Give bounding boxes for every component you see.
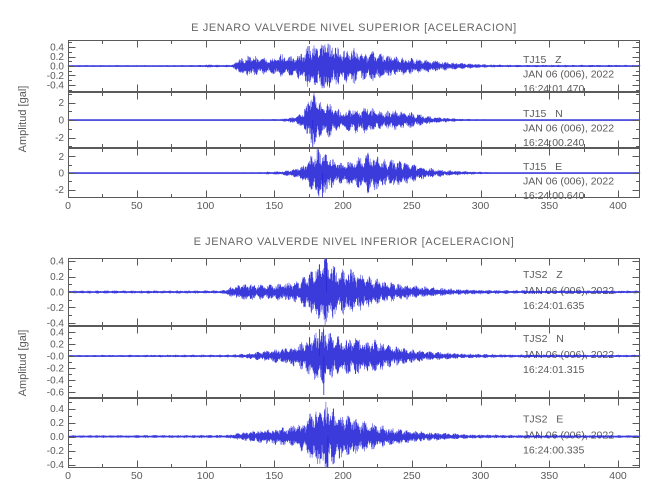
y-tick-label: -0.4 bbox=[47, 460, 65, 471]
y-tick-label: -0.2 bbox=[47, 446, 65, 457]
y-tick-label: 0 bbox=[58, 116, 64, 127]
trace-box: TJS2 Z JAN 06 (006), 2022 16:24:01.635 0.4 0… bbox=[47, 257, 641, 329]
date-label: JAN 06 (006), 2022 bbox=[523, 69, 614, 81]
trace-box: TJ15 E JAN 06 (006), 2022 16:24:00.640 2 0 -2 bbox=[55, 148, 641, 202]
x-tick-label: 0 bbox=[65, 470, 71, 482]
tick-marks bbox=[68, 398, 640, 468]
y-tick-label: 0.4 bbox=[50, 257, 64, 268]
waveform-path bbox=[67, 43, 641, 89]
x-tick-label: 100 bbox=[197, 200, 215, 212]
x-tick-label: 350 bbox=[541, 200, 559, 212]
x-tick-label: 300 bbox=[472, 200, 490, 212]
waveform-path bbox=[67, 327, 641, 384]
plot-frame bbox=[68, 398, 640, 468]
x-tick-label: 150 bbox=[266, 470, 284, 482]
station-label: TJ15 Z bbox=[523, 54, 562, 66]
x-tick-label: 350 bbox=[541, 470, 559, 482]
date-label: JAN 06 (006), 2022 bbox=[523, 285, 614, 297]
waveform-path bbox=[67, 148, 641, 197]
tick-marks bbox=[68, 258, 640, 326]
tick-marks bbox=[68, 92, 640, 148]
x-tick-label: 50 bbox=[131, 470, 143, 482]
y-tick-label: 0.4 bbox=[50, 328, 64, 339]
x-tick-label: 300 bbox=[472, 470, 490, 482]
station-label: TJS2 Z bbox=[523, 269, 563, 281]
y-tick-label: 2 bbox=[58, 152, 64, 163]
tick-marks bbox=[68, 40, 640, 92]
y-tick-label: 0.0 bbox=[50, 62, 64, 73]
y-tick-label: -0.2 bbox=[47, 71, 65, 82]
y-tick-label: 0.2 bbox=[50, 340, 64, 351]
station-label: TJ15 N bbox=[523, 108, 563, 120]
time-label: 16:24:01.470 bbox=[523, 83, 584, 95]
x-tick-label: 400 bbox=[609, 470, 627, 482]
time-label: 16:24:01.315 bbox=[523, 364, 584, 376]
waveform-path bbox=[67, 401, 641, 468]
panel-superior-title: E JENARO VALVERDE NIVEL SUPERIOR [ACELER… bbox=[191, 22, 517, 34]
date-label: JAN 06 (006), 2022 bbox=[523, 176, 614, 188]
date-label: JAN 06 (006), 2022 bbox=[523, 123, 614, 135]
y-tick-label: 0.0 bbox=[50, 432, 64, 443]
time-label: 16:24:00.640 bbox=[523, 190, 584, 202]
y-tick-label: 0.2 bbox=[50, 272, 64, 283]
y-tick-label: 0.2 bbox=[50, 52, 64, 63]
panel-inferior-title: E JENARO VALVERDE NIVEL INFERIOR [ACELER… bbox=[193, 236, 515, 248]
x-tick-label: 250 bbox=[403, 200, 421, 212]
station-label: TJS2 N bbox=[523, 333, 564, 345]
station-label: TJ15 E bbox=[523, 161, 562, 173]
panel-superior-y-axis-label: Amplitud [gal] bbox=[17, 85, 29, 153]
panel-inferior-y-axis-label: Amplitud [gal] bbox=[17, 329, 29, 397]
y-tick-label: 0.0 bbox=[50, 288, 64, 299]
x-tick-label: 200 bbox=[334, 200, 352, 212]
time-label: 16:24:01.635 bbox=[523, 300, 584, 312]
tick-marks bbox=[68, 148, 640, 198]
y-tick-label: 0.4 bbox=[50, 404, 64, 415]
y-tick-label: 2 bbox=[58, 98, 64, 109]
y-tick-label: -0.2 bbox=[47, 303, 65, 314]
y-tick-label: -0.4 bbox=[47, 80, 65, 91]
y-tick-label: -2 bbox=[55, 185, 64, 196]
y-tick-label: 0 bbox=[58, 169, 64, 180]
tick-marks bbox=[68, 326, 640, 398]
y-tick-label: 0.4 bbox=[50, 43, 64, 54]
x-tick-label: 400 bbox=[609, 200, 627, 212]
x-tick-label: 250 bbox=[403, 470, 421, 482]
y-tick-label: -0.4 bbox=[47, 376, 65, 387]
trace-box: TJ15 N JAN 06 (006), 2022 16:24:00.240 2 0 -2 bbox=[55, 92, 641, 149]
x-tick-label: 150 bbox=[266, 200, 284, 212]
x-tick-label: 200 bbox=[334, 470, 352, 482]
waveform-path bbox=[67, 92, 641, 145]
y-tick-label: -0.0 bbox=[47, 352, 65, 363]
y-tick-label: -0.6 bbox=[47, 388, 65, 399]
x-tick-label: 100 bbox=[197, 470, 215, 482]
station-label: TJS2 E bbox=[523, 414, 563, 426]
y-tick-label: -0.4 bbox=[47, 318, 65, 329]
x-tick-label: 50 bbox=[131, 200, 143, 212]
y-tick-label: -2 bbox=[55, 133, 64, 144]
time-label: 16:24:00.240 bbox=[523, 137, 584, 149]
y-tick-label: -0.2 bbox=[47, 364, 65, 375]
time-label: 16:24:00.335 bbox=[523, 445, 584, 457]
y-tick-label: 0.2 bbox=[50, 418, 64, 429]
x-tick-label: 0 bbox=[65, 200, 71, 212]
waveform-path bbox=[67, 258, 641, 326]
